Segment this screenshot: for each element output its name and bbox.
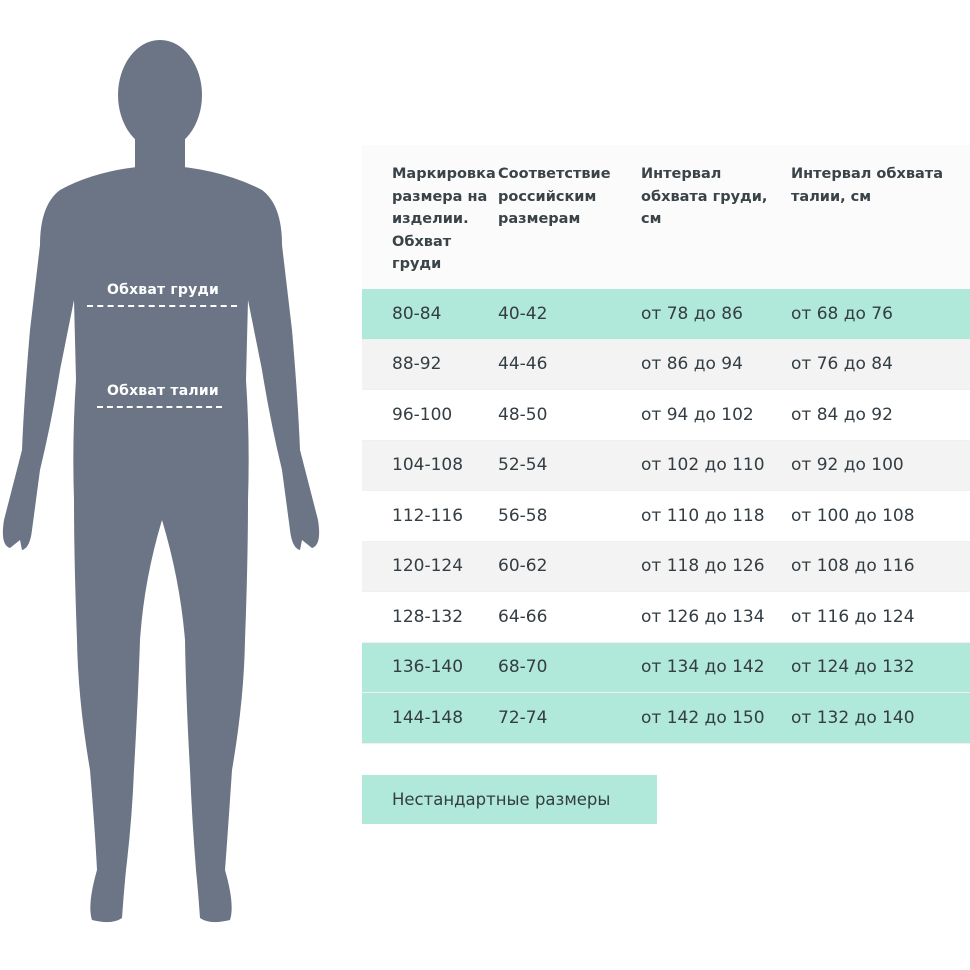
table-cell: от 118 до 126 (641, 556, 765, 577)
header-size-marking: Маркировка размера на изделии. Обхват гр… (392, 166, 496, 272)
table-cell: 64-66 (498, 606, 548, 627)
table-row: 136-140 68-70 от 134 до 142 от 124 до 132 (362, 642, 970, 693)
table-cell: 56-58 (498, 505, 548, 526)
human-silhouette (2, 40, 320, 923)
table-cell: от 142 до 150 (641, 707, 765, 728)
table-cell: от 78 до 86 (641, 303, 743, 324)
table-cell: от 76 до 84 (791, 354, 893, 375)
table-cell: от 108 до 116 (791, 556, 915, 577)
table-cell: 104-108 (392, 455, 464, 476)
chest-dashed-line (87, 305, 237, 307)
table-cell: от 92 до 100 (791, 455, 904, 476)
waist-label: Обхват талии (107, 383, 219, 399)
table-cell: от 132 до 140 (791, 707, 915, 728)
header-chest-interval: Интервал обхвата груди, см (641, 166, 768, 227)
nonstandard-sizes-button[interactable]: Нестандартные размеры (362, 775, 657, 824)
table-cell: 68-70 (498, 657, 548, 678)
chest-label: Обхват груди (107, 282, 219, 298)
table-cell: от 116 до 124 (791, 606, 915, 627)
table-row: 128-132 64-66 от 126 до 134 от 116 до 124 (362, 592, 970, 643)
table-cell: 88-92 (392, 354, 442, 375)
table-cell: от 86 до 94 (641, 354, 743, 375)
table-row: 96-100 48-50 от 94 до 102 от 84 до 92 (362, 390, 970, 441)
header-waist-interval: Интервал обхвата талии, см (791, 166, 943, 205)
nonstandard-sizes-label: Нестандартные размеры (392, 790, 611, 809)
table-cell: 136-140 (392, 657, 464, 678)
table-cell: от 94 до 102 (641, 404, 754, 425)
table-row: 112-116 56-58 от 110 до 118 от 100 до 108 (362, 491, 970, 542)
table-cell: 96-100 (392, 404, 453, 425)
table-cell: 128-132 (392, 606, 464, 627)
table-cell: 112-116 (392, 505, 464, 526)
waist-dashed-line (97, 406, 222, 408)
table-cell: 72-74 (498, 707, 548, 728)
table-row: 144-148 72-74 от 142 до 150 от 132 до 140 (362, 693, 970, 744)
table-cell: 40-42 (498, 303, 548, 324)
table-cell: от 68 до 76 (791, 303, 893, 324)
table-row: 104-108 52-54 от 102 до 110 от 92 до 100 (362, 440, 970, 491)
table-cell: от 102 до 110 (641, 455, 765, 476)
table-cell: 60-62 (498, 556, 548, 577)
table-cell: 52-54 (498, 455, 548, 476)
table-cell: от 110 до 118 (641, 505, 765, 526)
table-cell: 120-124 (392, 556, 464, 577)
table-cell: 44-46 (498, 354, 548, 375)
table-cell: от 100 до 108 (791, 505, 915, 526)
table-row: 120-124 60-62 от 118 до 126 от 108 до 116 (362, 541, 970, 592)
table-cell: от 124 до 132 (791, 657, 915, 678)
table-header: Маркировка размера на изделии. Обхват гр… (362, 145, 970, 289)
table-row: 88-92 44-46 от 86 до 94 от 76 до 84 (362, 339, 970, 390)
table-row: 80-84 40-42 от 78 до 86 от 68 до 76 (362, 289, 970, 340)
table-cell: 48-50 (498, 404, 548, 425)
table-cell: от 84 до 92 (791, 404, 893, 425)
header-russian-size: Соответствие российским размерам (498, 166, 611, 227)
table-cell: от 126 до 134 (641, 606, 765, 627)
size-table: Маркировка размера на изделии. Обхват гр… (362, 145, 970, 744)
table-cell: 144-148 (392, 707, 464, 728)
table-cell: 80-84 (392, 303, 442, 324)
table-cell: от 134 до 142 (641, 657, 765, 678)
